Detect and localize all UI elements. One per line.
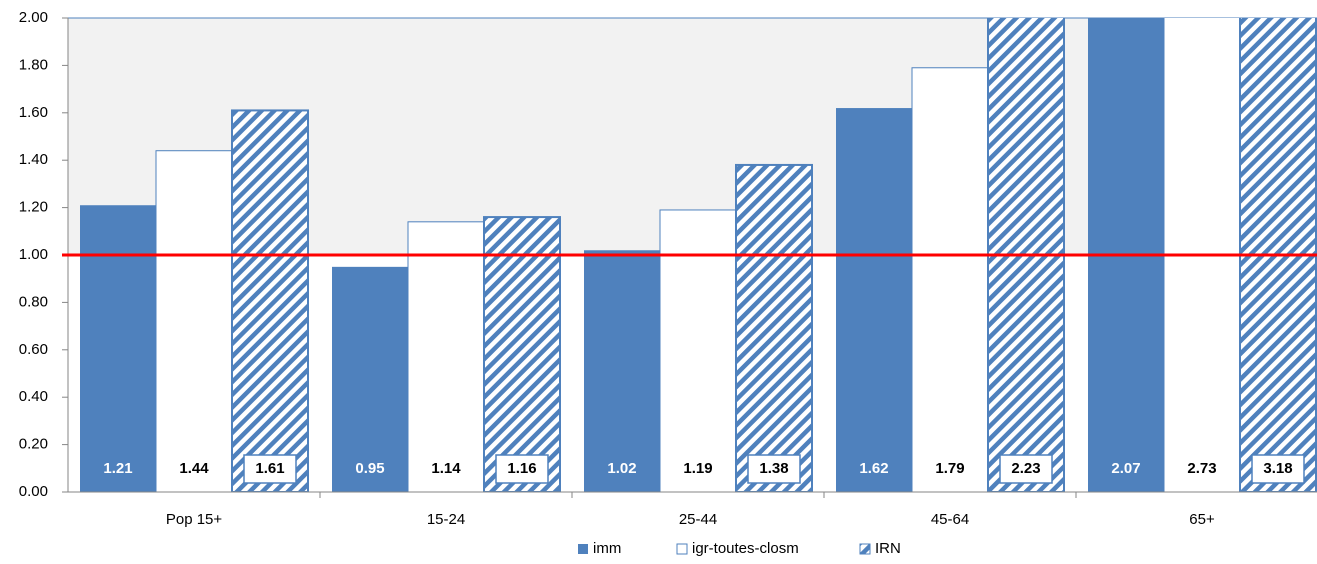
value-label: 0.95 — [355, 460, 384, 477]
y-tick-label: 1.20 — [19, 199, 48, 216]
value-label: 1.14 — [431, 460, 461, 477]
value-label: 1.62 — [859, 460, 888, 477]
bar — [332, 266, 408, 492]
value-label: 1.79 — [935, 460, 964, 477]
y-tick-label: 0.80 — [19, 293, 48, 310]
value-label: 1.44 — [179, 460, 209, 477]
value-label: 2.73 — [1187, 460, 1216, 477]
legend-swatch — [676, 543, 688, 555]
bar — [407, 221, 485, 492]
value-label: 1.61 — [255, 460, 284, 477]
bar — [483, 216, 561, 492]
bar — [1239, 18, 1317, 492]
legend-label: imm — [593, 540, 621, 557]
value-label-box — [747, 454, 801, 484]
value-label-box — [999, 454, 1053, 484]
bar — [231, 109, 309, 492]
value-label: 1.02 — [607, 460, 636, 477]
bar — [584, 250, 660, 492]
bar — [987, 18, 1065, 492]
value-label-box — [495, 454, 549, 484]
bar — [1088, 18, 1164, 492]
value-label: 1.38 — [759, 460, 788, 477]
legend-swatch — [578, 544, 588, 554]
value-label: 3.18 — [1263, 460, 1292, 477]
x-tick-label: 25-44 — [679, 511, 717, 528]
y-tick-label: 1.80 — [19, 56, 48, 73]
value-label: 1.16 — [507, 460, 536, 477]
legend-swatch — [859, 543, 871, 555]
bar — [836, 108, 912, 492]
legend-label: igr-toutes-closm — [692, 540, 799, 557]
y-tick-label: 0.00 — [19, 483, 48, 500]
legend-label: IRN — [875, 540, 901, 557]
value-label-box — [1251, 454, 1305, 484]
y-tick-label: 1.60 — [19, 104, 48, 121]
bar — [155, 150, 233, 492]
y-tick-label: 0.40 — [19, 388, 48, 405]
value-label-box — [243, 454, 297, 484]
bar — [80, 205, 156, 492]
bar — [1163, 18, 1241, 492]
bar — [735, 163, 813, 492]
x-tick-label: Pop 15+ — [166, 511, 223, 528]
value-label: 2.07 — [1111, 460, 1140, 477]
bar — [911, 67, 989, 492]
y-tick-label: 0.20 — [19, 436, 48, 453]
bar — [659, 209, 737, 492]
x-tick-label: 45-64 — [931, 511, 969, 528]
y-tick-label: 0.60 — [19, 341, 48, 358]
value-label: 2.23 — [1011, 460, 1040, 477]
x-tick-label: 15-24 — [427, 511, 465, 528]
y-tick-label: 1.00 — [19, 246, 48, 263]
y-tick-label: 1.40 — [19, 151, 48, 168]
value-label: 1.19 — [683, 460, 712, 477]
x-tick-label: 65+ — [1189, 511, 1215, 528]
value-label: 1.21 — [103, 460, 132, 477]
y-tick-label: 2.00 — [19, 9, 48, 26]
